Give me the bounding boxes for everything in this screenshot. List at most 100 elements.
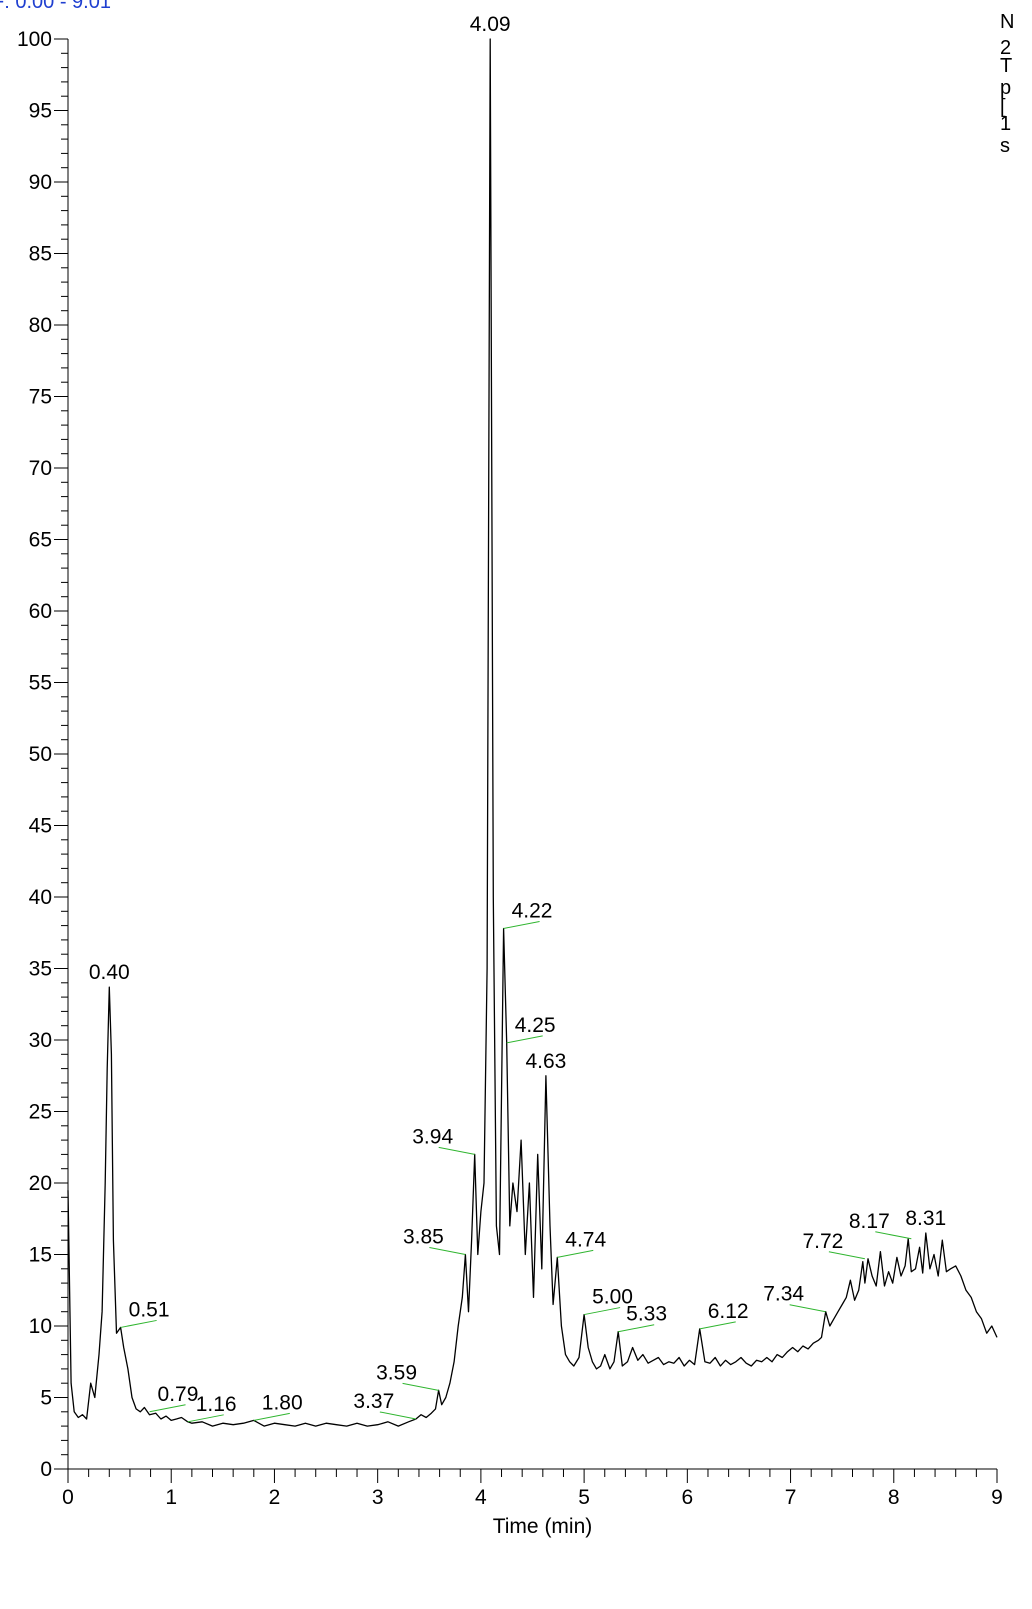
peak-leader-line <box>618 1324 655 1333</box>
series-line <box>67 38 998 1427</box>
peak-label: 6.12 <box>708 1300 749 1323</box>
y-tick-label: 45 <box>29 815 52 838</box>
peak-annotation: 6.12 <box>699 1300 749 1330</box>
y-tick-label: 20 <box>29 1172 52 1195</box>
y-tick-label: 55 <box>29 672 52 695</box>
info-fragment: 2 <box>1000 37 1011 59</box>
x-tick-label: 7 <box>785 1486 797 1509</box>
peak-label: 7.72 <box>802 1230 843 1253</box>
peak-leader-line <box>187 1414 224 1423</box>
peak-annotation: 0.79 <box>149 1383 199 1413</box>
peak-label: 8.31 <box>905 1207 946 1230</box>
y-tick-label: 60 <box>29 600 52 623</box>
peak-annotation: 3.37 <box>353 1390 416 1420</box>
y-tick-label: 25 <box>29 1101 52 1124</box>
peak-annotation: 5.33 <box>618 1303 667 1333</box>
x-axis: 0 1 2 3 4 5 6 7 8 9 <box>62 1468 1003 1509</box>
info-fragment: T <box>1000 55 1012 77</box>
x-tick-label: 4 <box>475 1486 487 1509</box>
y-tick-label: 0 <box>40 1458 52 1481</box>
peak-label: 3.85 <box>403 1226 444 1249</box>
peak-leader-line <box>503 920 540 929</box>
peak-leader-line <box>506 1035 543 1044</box>
peak-label: 3.59 <box>376 1361 417 1384</box>
peak-label: 4.09 <box>470 13 511 36</box>
peak-label: 5.33 <box>626 1303 667 1326</box>
peak-annotation: 1.80 <box>253 1391 303 1421</box>
peak-annotation: 4.63 <box>525 1050 566 1073</box>
peak-leader-line <box>438 1146 475 1155</box>
peak-label: 4.25 <box>515 1014 556 1037</box>
peak-leader-line <box>429 1247 466 1255</box>
x-tick-label: 1 <box>165 1486 177 1509</box>
peak-annotation: 8.17 <box>849 1210 912 1240</box>
peak-label: 1.80 <box>262 1391 303 1414</box>
peak-label: 3.37 <box>353 1390 394 1413</box>
peak-annotation: 0.51 <box>120 1298 170 1328</box>
peak-leader-line <box>149 1404 186 1413</box>
peak-leader-line <box>875 1231 912 1240</box>
peak-annotation: 1.16 <box>187 1393 237 1423</box>
x-tick-label: 8 <box>888 1486 900 1509</box>
y-tick-label: 90 <box>29 171 52 194</box>
peak-label: 4.74 <box>565 1228 606 1251</box>
peak-label: 0.79 <box>158 1383 199 1406</box>
info-fragment: N <box>1000 11 1014 33</box>
peak-leader-line <box>557 1249 594 1258</box>
x-tick-label: 6 <box>681 1486 693 1509</box>
peak-leader-line <box>402 1382 439 1391</box>
peak-annotations: 4.09 0.40 0.51 0.791.16 1.80 3.37 3.59 3.85 3.94… <box>89 13 946 1423</box>
peak-annotation: 4.25 <box>506 1014 556 1044</box>
peak-leader-line <box>120 1319 157 1328</box>
x-tick-label: 0 <box>62 1486 74 1509</box>
y-tick-label: 100 <box>17 28 52 51</box>
chart-header-range: F: 0.00 - 9.01 <box>0 0 111 13</box>
peak-leader-line <box>584 1307 621 1316</box>
info-fragment: [ <box>1000 96 1006 118</box>
y-tick-label: 65 <box>29 529 52 552</box>
peak-annotation: 7.34 <box>763 1283 826 1313</box>
peak-label: 4.63 <box>525 1050 566 1073</box>
x-tick-label: 2 <box>269 1486 281 1509</box>
y-tick-label: 15 <box>29 1244 52 1267</box>
peak-annotation: 4.09 <box>470 13 511 36</box>
peak-annotation: 4.22 <box>503 899 553 929</box>
x-tick-label: 3 <box>372 1486 384 1509</box>
peak-annotation: 4.74 <box>557 1228 606 1258</box>
y-tick-label: 95 <box>29 100 52 123</box>
peak-annotation: 0.40 <box>89 961 130 984</box>
y-tick-label: 85 <box>29 243 52 266</box>
peak-label: 4.22 <box>512 899 553 922</box>
peak-leader-line <box>828 1251 865 1260</box>
x-tick-label: 5 <box>578 1486 590 1509</box>
peak-annotation: 3.85 <box>403 1226 466 1255</box>
y-tick-label: 40 <box>29 886 52 909</box>
info-fragment: p <box>1000 77 1011 99</box>
info-fragment: 1 <box>1000 113 1011 135</box>
x-axis-title: Time (min) <box>493 1515 593 1538</box>
y-tick-label: 35 <box>29 958 52 981</box>
peak-label: 0.40 <box>89 961 130 984</box>
x-tick-label: 9 <box>991 1486 1003 1509</box>
peak-leader-line <box>699 1321 736 1330</box>
y-tick-label: 80 <box>29 314 52 337</box>
peak-annotation: 5.00 <box>584 1286 633 1316</box>
peak-label: 0.51 <box>129 1298 170 1321</box>
y-axis: 0 5 10 15 20 25 30 35 40 45 50 55 60 65 70 75 80 85 90 95 10… <box>17 28 69 1481</box>
info-fragment: s <box>1000 135 1010 157</box>
peak-label: 1.16 <box>196 1393 237 1416</box>
plot-area <box>67 38 998 1427</box>
peak-leader-line <box>379 1411 416 1420</box>
peak-label: 7.34 <box>763 1283 804 1306</box>
y-tick-label: 50 <box>29 743 52 766</box>
peak-label: 3.94 <box>412 1125 453 1148</box>
y-tick-label: 75 <box>29 386 52 409</box>
info-panel: N 2Tp[1s <box>1000 11 1014 157</box>
peak-label: 8.17 <box>849 1210 890 1233</box>
y-tick-label: 5 <box>40 1387 52 1410</box>
peak-label: 5.00 <box>592 1286 633 1309</box>
peak-annotation: 7.72 <box>802 1230 865 1260</box>
y-tick-label: 70 <box>29 457 52 480</box>
peak-annotation: 8.31 <box>905 1207 946 1230</box>
